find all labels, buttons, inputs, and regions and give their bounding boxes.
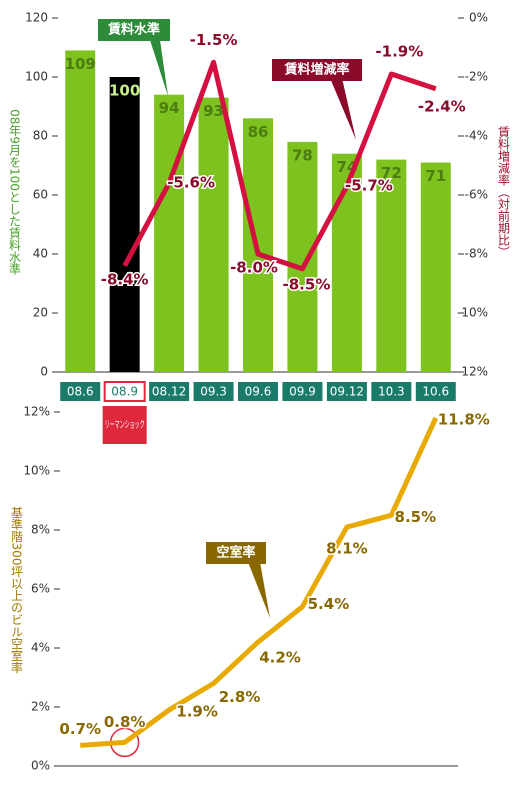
- x-tick-label: 08.9: [111, 385, 138, 399]
- bar: [109, 77, 140, 372]
- line-value-label: 5.4%: [308, 595, 350, 613]
- category-box: [371, 382, 412, 401]
- line-value-label: 4.2%: [259, 649, 301, 667]
- y-axis-title: 基準階300坪以上のビル空室率: [10, 506, 24, 673]
- category-box: [149, 382, 190, 401]
- x-tick-label: 08.6: [67, 385, 94, 399]
- y2-tick-label: -4%: [465, 129, 488, 143]
- line-value-label: 8.5%: [395, 508, 437, 526]
- line: [80, 416, 439, 748]
- series-callout: 空室率: [216, 545, 255, 561]
- category-box: [326, 382, 367, 401]
- y-tick-label: 120: [25, 11, 48, 25]
- line-value-label: 0.7%: [59, 720, 101, 738]
- x-tick-label: 10.6: [422, 385, 449, 399]
- bar-value-label: 78: [292, 146, 313, 164]
- bar: [420, 162, 451, 372]
- category-box: [60, 382, 101, 401]
- y2-tick-label: -8%: [465, 247, 488, 261]
- y2-tick-label: 0%: [469, 11, 488, 25]
- y-tick-label: 10%: [23, 464, 50, 478]
- line-value-label: -2.4%: [418, 97, 466, 115]
- bar-value-label: 86: [248, 123, 269, 141]
- callout-box: [272, 59, 362, 81]
- category-box: [193, 382, 234, 401]
- line-value-label: -8.0%: [230, 259, 278, 277]
- y-tick-label: 2%: [31, 700, 50, 714]
- y-tick-label: 60: [33, 188, 48, 202]
- line-value-label: -5.7%: [345, 177, 393, 195]
- line-value-label: -5.6%: [167, 174, 215, 192]
- category-box: [238, 382, 278, 401]
- y2-tick-label: -10%: [457, 306, 488, 320]
- bar: [376, 159, 407, 372]
- category-box: [282, 382, 323, 401]
- y-axis-title: 08年9月を100とした賃料水準: [8, 109, 22, 275]
- category-box: [415, 382, 456, 401]
- y2-axis-title: 賃料増減率（対前期比）: [497, 125, 511, 258]
- y-tick-label: 80: [33, 129, 48, 143]
- callout-pointer: [330, 78, 356, 140]
- bar-value-label: 94: [159, 99, 180, 117]
- line-value-label: -8.5%: [283, 275, 331, 293]
- line-value-label: 2.8%: [219, 688, 261, 706]
- series-callout: 賃料増減率: [283, 62, 349, 78]
- y-tick-label: 0%: [31, 759, 50, 773]
- y2-tick-label: -12%: [457, 365, 488, 379]
- bar-value-label: 93: [203, 102, 224, 120]
- line-value-label: -8.4%: [101, 270, 149, 288]
- callout-pointer: [150, 40, 168, 96]
- line: [122, 59, 437, 272]
- line-value-label: 0.8%: [104, 713, 146, 731]
- annotation: リーマンショック: [105, 419, 145, 431]
- x-tick-label: 09.9: [289, 385, 316, 399]
- y-tick-label: 12%: [23, 405, 50, 419]
- y2-tick-label: -2%: [465, 70, 488, 84]
- y-tick-label: 20: [33, 306, 48, 320]
- y-tick-label: 40: [33, 247, 48, 261]
- annotation-box: [102, 406, 147, 444]
- x-tick-label: 09.12: [330, 385, 364, 399]
- bar-value-label: 72: [381, 164, 402, 182]
- line-value-label: -1.9%: [375, 43, 423, 61]
- y-tick-label: 0: [40, 365, 48, 379]
- y2-tick-label: -6%: [465, 188, 488, 202]
- x-tick-label: 09.6: [245, 385, 272, 399]
- bar: [154, 94, 185, 372]
- bar-value-label: 71: [425, 167, 446, 185]
- bar: [287, 141, 318, 372]
- line-value-label: 11.8%: [438, 410, 490, 428]
- bar-value-label: 109: [65, 55, 96, 73]
- x-tick-label: 08.12: [152, 385, 186, 399]
- y-tick-label: 6%: [31, 582, 50, 596]
- y-tick-label: 4%: [31, 641, 50, 655]
- series-callout: 賃料水準: [107, 22, 160, 38]
- bar: [65, 50, 96, 372]
- line-value-label: 1.9%: [176, 702, 218, 720]
- bar-value-label: 100: [109, 82, 140, 100]
- x-tick-label: 10.3: [378, 385, 405, 399]
- callout-pointer: [248, 562, 270, 618]
- line-value-label: 8.1%: [326, 540, 368, 558]
- line-value-label: -1.5%: [190, 31, 238, 49]
- callout-box: [206, 542, 266, 564]
- category-box: [103, 381, 146, 402]
- callout-box: [98, 19, 170, 41]
- y-tick-label: 100: [25, 70, 48, 84]
- x-tick-label: 09.3: [200, 385, 227, 399]
- y-tick-label: 8%: [31, 523, 50, 537]
- bar: [198, 97, 229, 373]
